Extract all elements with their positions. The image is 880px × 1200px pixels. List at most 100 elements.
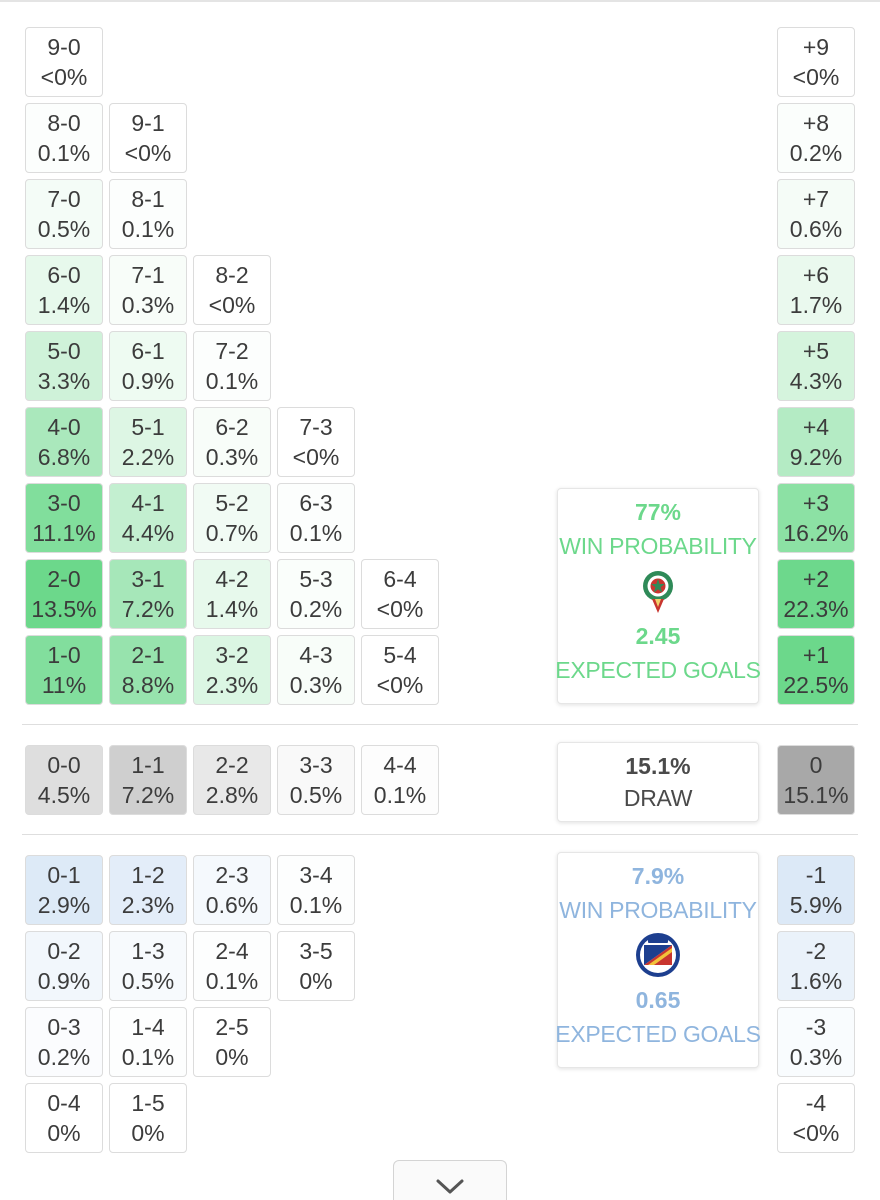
cell-probability: 2.3% [121,892,175,918]
cell-probability: 0.9% [121,368,175,394]
draw-percentage: 15.1% [625,753,691,779]
cell-score-label: 3-3 [299,752,333,778]
scoreline-cell-7-3: 7-3 <0% [277,407,355,477]
cell-score-label: 2-2 [215,752,249,778]
draw-label: DRAW [623,785,693,811]
away-expected-goals-label: EXPECTED GOALS [555,1021,761,1047]
expand-button[interactable] [393,1160,507,1200]
cell-score-label: 0-1 [47,862,81,888]
chevron-down-icon [436,1179,464,1194]
section-divider-draw [22,724,858,725]
scoreline-cell-3-3: 3-3 0.5% [277,745,355,815]
cell-probability: 0.1% [289,520,343,546]
away-win-label: WIN PROBABILITY [559,897,757,923]
cell-score-label: +6 [802,262,830,288]
cell-score-label: +9 [802,34,830,60]
scoreline-cell-6-3: 6-3 0.1% [277,483,355,553]
cell-probability: 22.5% [783,672,849,698]
cell-probability: 0.1% [121,1044,175,1070]
scoreline-cell-4-2: 4-2 1.4% [193,559,271,629]
scoreline-cell-1-1: 1-1 7.2% [109,745,187,815]
cell-score-label: 1-2 [131,862,165,888]
haiti-crest-icon [634,931,682,979]
margin-cell-+3: +3 16.2% [777,483,855,553]
scoreline-cell-3-1: 3-1 7.2% [109,559,187,629]
scoreline-cell-3-2: 3-2 2.3% [193,635,271,705]
margin-cell--4: -4 <0% [777,1083,855,1153]
cell-score-label: 7-2 [215,338,249,364]
cell-probability: <0% [376,672,424,698]
cell-score-label: 2-4 [215,938,249,964]
scoreline-cell-8-2: 8-2 <0% [193,255,271,325]
cell-score-label: 7-1 [131,262,165,288]
cell-probability: 0.6% [789,216,843,242]
cell-score-label: 6-3 [299,490,333,516]
margin-cell-+9: +9 <0% [777,27,855,97]
cell-probability: 0.2% [789,140,843,166]
cell-score-label: +5 [802,338,830,364]
scoreline-cell-5-3: 5-3 0.2% [277,559,355,629]
scoreline-cell-2-5: 2-5 0% [193,1007,271,1077]
cell-score-label: 5-2 [215,490,249,516]
cell-probability: 0.6% [205,892,259,918]
scoreline-cell-1-3: 1-3 0.5% [109,931,187,1001]
margin-cell-+8: +8 0.2% [777,103,855,173]
margin-cell-+6: +6 1.7% [777,255,855,325]
scoreline-cell-5-1: 5-1 2.2% [109,407,187,477]
cell-probability: 0.9% [37,968,91,994]
cell-score-label: 1-5 [131,1090,165,1116]
scoreline-cell-4-0: 4-0 6.8% [25,407,103,477]
cell-score-label: 1-3 [131,938,165,964]
scoreline-cell-9-0: 9-0 <0% [25,27,103,97]
cell-probability: 0.5% [37,216,91,242]
cell-score-label: 6-4 [383,566,417,592]
cell-probability: 15.1% [783,782,849,808]
section-divider-away [22,834,858,835]
scoreline-cell-5-0: 5-0 3.3% [25,331,103,401]
cell-score-label: 0-0 [47,752,81,778]
scoreline-cell-1-4: 1-4 0.1% [109,1007,187,1077]
cell-probability: 0.1% [205,368,259,394]
scoreline-cell-1-2: 1-2 2.3% [109,855,187,925]
cell-probability: 0.1% [121,216,175,242]
scoreline-cell-8-0: 8-0 0.1% [25,103,103,173]
cell-probability: 2.3% [205,672,259,698]
cell-score-label: -4 [805,1090,827,1116]
cell-probability: <0% [292,444,340,470]
scoreline-cell-1-5: 1-5 0% [109,1083,187,1153]
morocco-crest-icon [638,567,678,615]
home-win-card: 77% WIN PROBABILITY 2.45 EXPECTED GOALS [555,488,761,704]
cell-score-label: 0-2 [47,938,81,964]
cell-score-label: 7-3 [299,414,333,440]
cell-score-label: 8-1 [131,186,165,212]
cell-probability: <0% [124,140,172,166]
scoreline-cell-0-3: 0-3 0.2% [25,1007,103,1077]
cell-probability: 2.8% [205,782,259,808]
cell-probability: 1.4% [37,292,91,318]
cell-score-label: 4-4 [383,752,417,778]
scoreline-cell-2-0: 2-0 13.5% [25,559,103,629]
draw-card: 15.1% DRAW [557,742,759,822]
cell-probability: 0% [215,1044,249,1070]
cell-probability: <0% [792,1120,840,1146]
cell-probability: 0.1% [289,892,343,918]
scoreline-cell-7-2: 7-2 0.1% [193,331,271,401]
cell-probability: 0.7% [205,520,259,546]
cell-probability: 0.1% [205,968,259,994]
cell-score-label: 2-3 [215,862,249,888]
cell-score-label: 4-1 [131,490,165,516]
cell-probability: 4.4% [121,520,175,546]
cell-score-label: 5-0 [47,338,81,364]
scoreline-cell-1-0: 1-0 11% [25,635,103,705]
cell-probability: 0.1% [37,140,91,166]
cell-score-label: 6-0 [47,262,81,288]
scoreline-cell-2-4: 2-4 0.1% [193,931,271,1001]
cell-probability: 3.3% [37,368,91,394]
cell-probability: 0.3% [289,672,343,698]
cell-score-label: 4-2 [215,566,249,592]
cell-probability: 13.5% [31,596,97,622]
cell-probability: 0.5% [121,968,175,994]
cell-score-label: 7-0 [47,186,81,212]
away-win-card: 7.9% WIN PROBABILITY 0.65 EXPECTED GOALS [555,852,761,1068]
margin-cell--3: -3 0.3% [777,1007,855,1077]
